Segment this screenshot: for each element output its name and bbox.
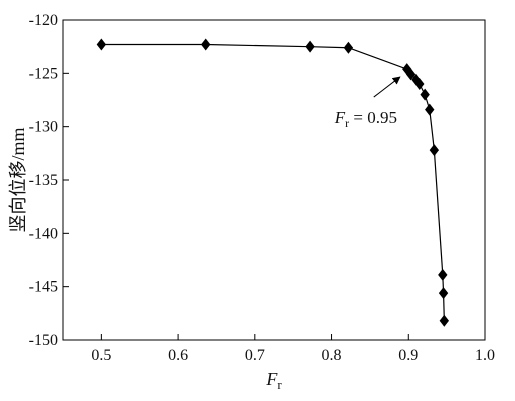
annotation-label: Fr = 0.95: [334, 108, 397, 130]
data-point: [439, 314, 450, 327]
plot-area: [62, 19, 486, 341]
plot-frame: [62, 19, 486, 341]
data-point: [438, 287, 449, 300]
data-point: [343, 41, 354, 54]
x-axis-label-sub: r: [277, 377, 282, 392]
x-tick-label: 1.0: [475, 347, 495, 364]
x-tick-label: 0.7: [245, 347, 265, 364]
data-point: [425, 103, 435, 116]
y-tick-label: -135: [29, 172, 58, 189]
series-line: [101, 43, 445, 321]
data-point: [438, 268, 448, 281]
data-point: [305, 40, 315, 53]
annotation-label-value: = 0.95: [349, 108, 397, 127]
x-axis-ticks: 0.5 0.6 0.7 0.8 0.9 1.0: [91, 334, 495, 364]
data-point: [405, 68, 416, 81]
y-tick-label: -140: [29, 225, 58, 242]
annotation-label-sub: r: [345, 116, 349, 130]
y-axis-ticks: -120 -125 -130 -135 -140 -145 -150: [29, 12, 69, 349]
annotation-arrow: [373, 76, 401, 98]
x-axis-label-main: F: [265, 369, 278, 389]
series-layer: [96, 38, 450, 327]
data-point: [201, 38, 211, 51]
data-point: [415, 78, 425, 90]
annotation-layer: Fr = 0.95: [334, 76, 401, 130]
x-tick-label: 0.9: [398, 347, 418, 364]
x-tick-label: 0.8: [322, 347, 342, 364]
data-point: [420, 88, 430, 101]
x-tick-label: 0.6: [168, 347, 188, 364]
y-tick-label: -130: [29, 119, 58, 136]
y-tick-label: -120: [29, 12, 58, 29]
y-axis-label: 竖向位移/mm: [8, 127, 28, 232]
y-tick-label: -145: [29, 279, 58, 296]
annotation-label-main: F: [334, 108, 346, 127]
x-axis-label: Fr: [265, 369, 282, 392]
y-tick-label: -125: [29, 65, 58, 82]
data-point: [429, 144, 440, 157]
x-tick-label: 0.5: [91, 347, 111, 364]
data-point: [96, 38, 107, 51]
y-tick-label: -150: [29, 332, 58, 349]
